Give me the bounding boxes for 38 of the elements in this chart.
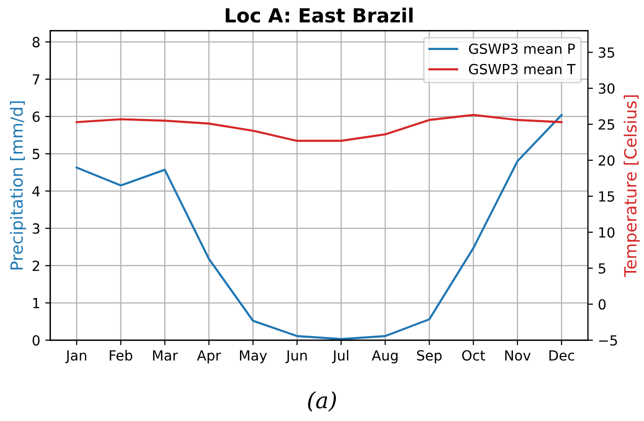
legend-label: GSWP3 mean T (469, 64, 576, 74)
y-axis-title: Precipitation [mm/d] (10, 101, 26, 270)
y-tick-label: 1 (33, 298, 40, 308)
y2-tick-label: 30 (598, 83, 614, 94)
x-tick-label: Dec (549, 350, 574, 361)
x-tick-label: Nov (505, 350, 531, 361)
text: (a) (308, 391, 336, 412)
y-tick-label: 4 (32, 186, 40, 196)
x-tick-label: Jul (332, 350, 348, 364)
y2-tick-label: 0 (598, 299, 606, 310)
y2-tick-label: −5 (599, 335, 617, 346)
line-series (76, 114, 563, 340)
chart-title: Loc A: East Brazil (226, 8, 413, 23)
y-tick-label: 5 (32, 148, 40, 160)
x-tick-label: Jun (285, 350, 307, 364)
y-tick-label: 8 (32, 36, 40, 48)
x-tick-label: Jan (65, 350, 86, 364)
x-tick-label: Oct (462, 350, 486, 361)
y2-tick-label: 35 (598, 47, 614, 58)
y2-tick-label: 20 (598, 155, 614, 166)
x-tick-label: Feb (110, 350, 132, 361)
y2-tick-label: 15 (599, 191, 614, 202)
y2-tick-label: 25 (598, 119, 614, 130)
legend-label: GSWP3 mean P (469, 43, 575, 54)
y-tick-label: 6 (32, 111, 40, 122)
x-tick-label: Sep (417, 350, 442, 364)
y2-tick-label: 10 (599, 227, 614, 238)
line-series (76, 114, 563, 142)
y-tick-label: 0 (32, 335, 40, 346)
x-tick-label: May (240, 350, 267, 364)
x-tick-label: Mar (153, 350, 178, 361)
y2-tick-label: 5 (598, 263, 606, 274)
y-tick-label: 2 (32, 260, 40, 271)
x-tick-label: Apr (197, 350, 221, 364)
y-tick-label: 3 (32, 223, 40, 234)
x-tick-label: Aug (372, 350, 398, 364)
y2-axis-title: Temperature [Celsius] (624, 95, 640, 277)
y-tick-label: 7 (32, 74, 40, 84)
